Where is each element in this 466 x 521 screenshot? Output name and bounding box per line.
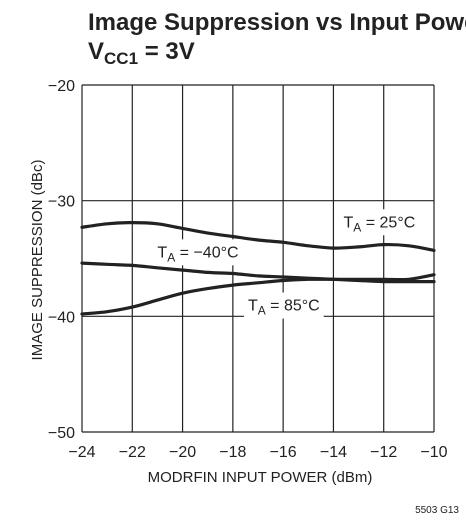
y-tick-label: −30	[48, 194, 75, 211]
y-tick-label: −50	[48, 425, 75, 442]
x-tick-label: −12	[370, 444, 397, 461]
annotation-prefix: T	[157, 244, 167, 261]
series-annotation: TA = 85°C	[248, 298, 320, 318]
series-line-1	[80, 221, 436, 252]
annotation-prefix: T	[343, 214, 353, 231]
x-tick-label: −22	[119, 444, 146, 461]
series-annotation: TA = −40°C	[157, 244, 238, 264]
x-tick-label: −18	[219, 444, 246, 461]
series-lines	[80, 221, 436, 316]
subtitle-suffix: = 3V	[138, 38, 195, 65]
figure-id: 5503 G13	[415, 505, 459, 516]
x-tick-label: −20	[169, 444, 196, 461]
annotation-prefix: T	[248, 298, 258, 315]
annotation-background	[153, 239, 243, 266]
annotation-suffix: = 25°C	[361, 214, 415, 231]
subtitle-subscript: CC1	[104, 49, 138, 68]
y-tick-label: −40	[48, 309, 75, 326]
chart-subtitle: VCC1 = 3V	[88, 38, 195, 68]
annotation-subscript: A	[353, 220, 361, 234]
series-line-2	[80, 261, 436, 284]
annotation-subscript: A	[258, 304, 266, 318]
chart-title: Image Suppression vs Input Power	[88, 9, 466, 36]
annotation-suffix: = −40°C	[175, 244, 238, 261]
x-tick-label: −14	[320, 444, 347, 461]
y-tick-label: −20	[48, 78, 75, 95]
subtitle-prefix: V	[88, 38, 104, 65]
series-line-3	[80, 273, 436, 316]
y-axis-label: IMAGE SUPPRESSION (dBc)	[29, 160, 46, 361]
x-axis-label: MODRFIN INPUT POWER (dBm)	[148, 469, 373, 486]
annotation-subscript: A	[167, 250, 175, 264]
annotation-background	[243, 292, 324, 319]
grid	[81, 84, 435, 433]
annotation-suffix: = 85°C	[266, 298, 320, 315]
x-tick-label: −16	[270, 444, 297, 461]
annotation-background	[339, 209, 420, 236]
x-tick-label: −24	[68, 444, 95, 461]
series-annotations: TA = 25°CTA = −40°CTA = 85°C	[153, 209, 420, 319]
tick-labels: −24 −22 −20 −18 −16 −14 −12 −10 −20 −30 −40 −50	[48, 78, 448, 461]
x-tick-label: −10	[420, 444, 447, 461]
series-annotation: TA = 25°C	[343, 214, 415, 234]
